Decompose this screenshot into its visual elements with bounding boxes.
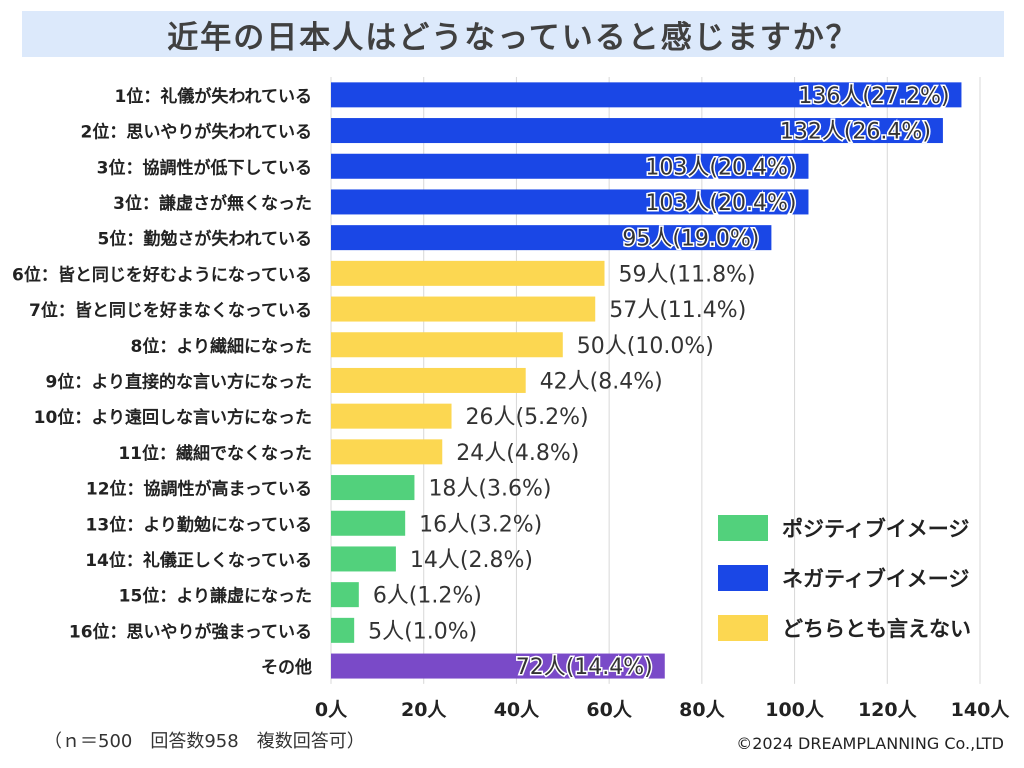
bar xyxy=(331,546,396,572)
title-banner: 近年の日本人はどうなっていると感じますか？ xyxy=(22,11,1004,57)
x-tick-label: 100人 xyxy=(765,699,825,721)
bar xyxy=(331,153,809,179)
category-label: 2位：思いやりが失われている xyxy=(81,122,312,143)
category-label: 3位：謙虚さが無くなった xyxy=(113,193,312,214)
category-label: 13位：より勤勉になっている xyxy=(86,514,312,535)
bar xyxy=(331,82,962,108)
chart-title: 近年の日本人はどうなっていると感じますか？ xyxy=(167,19,859,56)
data-label: 95人(19.0%) xyxy=(622,227,759,252)
bar xyxy=(331,189,809,215)
category-label: 10位：より遠回しな言い方になった xyxy=(34,407,312,428)
data-label: 132人(26.4%) xyxy=(780,120,931,145)
x-tick-label: 80人 xyxy=(679,699,725,721)
data-label: 57人(11.4%) xyxy=(609,298,746,323)
data-label: 16人(3.2%) xyxy=(419,512,542,537)
bar xyxy=(331,403,452,429)
data-label: 103人(20.4%) xyxy=(645,191,796,216)
data-label: 14人(2.8%) xyxy=(410,548,533,573)
data-label: 72人(14.4%) xyxy=(516,655,653,680)
category-label: 15位：より謙虚になった xyxy=(119,586,312,607)
bar xyxy=(331,439,443,465)
category-label: 6位：皆と同じを好むようになっている xyxy=(12,264,312,285)
bar xyxy=(331,510,406,536)
copyright-text: ©2024 DREAMPLANNING Co.,LTD xyxy=(736,734,1004,753)
bar xyxy=(331,225,772,251)
category-label: その他 xyxy=(261,657,312,678)
legend-swatch xyxy=(718,565,768,591)
bar xyxy=(331,475,415,501)
x-tick-label: 140人 xyxy=(951,699,1011,721)
category-label: 16位：思いやりが強まっている xyxy=(69,621,312,642)
bar xyxy=(331,296,596,322)
x-tick-label: 40人 xyxy=(494,699,540,721)
category-label: 1位：礼儀が失われている xyxy=(115,86,312,107)
bar xyxy=(331,367,526,393)
x-tick-label: 120人 xyxy=(858,699,918,721)
bar xyxy=(331,653,665,679)
data-label: 103人(20.4%) xyxy=(645,155,796,180)
data-label: 42人(8.4%) xyxy=(540,369,663,394)
legend-swatch xyxy=(718,515,768,541)
bar xyxy=(331,617,355,643)
data-label: 18人(3.6%) xyxy=(428,477,551,502)
data-label: 26人(5.2%) xyxy=(466,405,589,430)
category-label: 14位：礼儀正しくなっている xyxy=(85,550,312,571)
bar xyxy=(331,118,943,144)
category-label: 7位：皆と同じを好まなくなっている xyxy=(29,300,312,321)
legend-label: どちらとも言えない xyxy=(782,617,971,641)
category-label: 5位：勤勉さが失われている xyxy=(98,229,312,250)
x-tick-label: 0人 xyxy=(315,699,348,721)
category-label: 3位：協調性が低下している xyxy=(97,157,312,178)
data-label: 50人(10.0%) xyxy=(577,334,714,359)
category-label: 11位：繊細でなくなった xyxy=(118,443,312,464)
legend-label: ポジティブイメージ xyxy=(782,517,969,541)
sample-note: （ｎ＝500 回答数958 複数回答可） xyxy=(44,731,365,752)
bar xyxy=(331,582,359,608)
legend-label: ネガティブイメージ xyxy=(782,567,969,591)
x-tick-label: 60人 xyxy=(586,699,632,721)
data-label: 24人(4.8%) xyxy=(456,441,579,466)
category-label: 12位：協調性が高まっている xyxy=(86,479,312,500)
legend-swatch xyxy=(718,615,768,641)
bar xyxy=(331,332,563,358)
data-label: 59人(11.8%) xyxy=(619,262,756,287)
x-tick-label: 20人 xyxy=(401,699,447,721)
category-label: 9位：より直接的な言い方になった xyxy=(46,371,313,392)
data-label: 5人(1.0%) xyxy=(368,619,477,644)
data-label: 136人(27.2%) xyxy=(798,84,949,109)
bar xyxy=(331,260,605,286)
category-label: 8位：より繊細になった xyxy=(131,336,313,357)
data-label: 6人(1.2%) xyxy=(373,584,482,609)
